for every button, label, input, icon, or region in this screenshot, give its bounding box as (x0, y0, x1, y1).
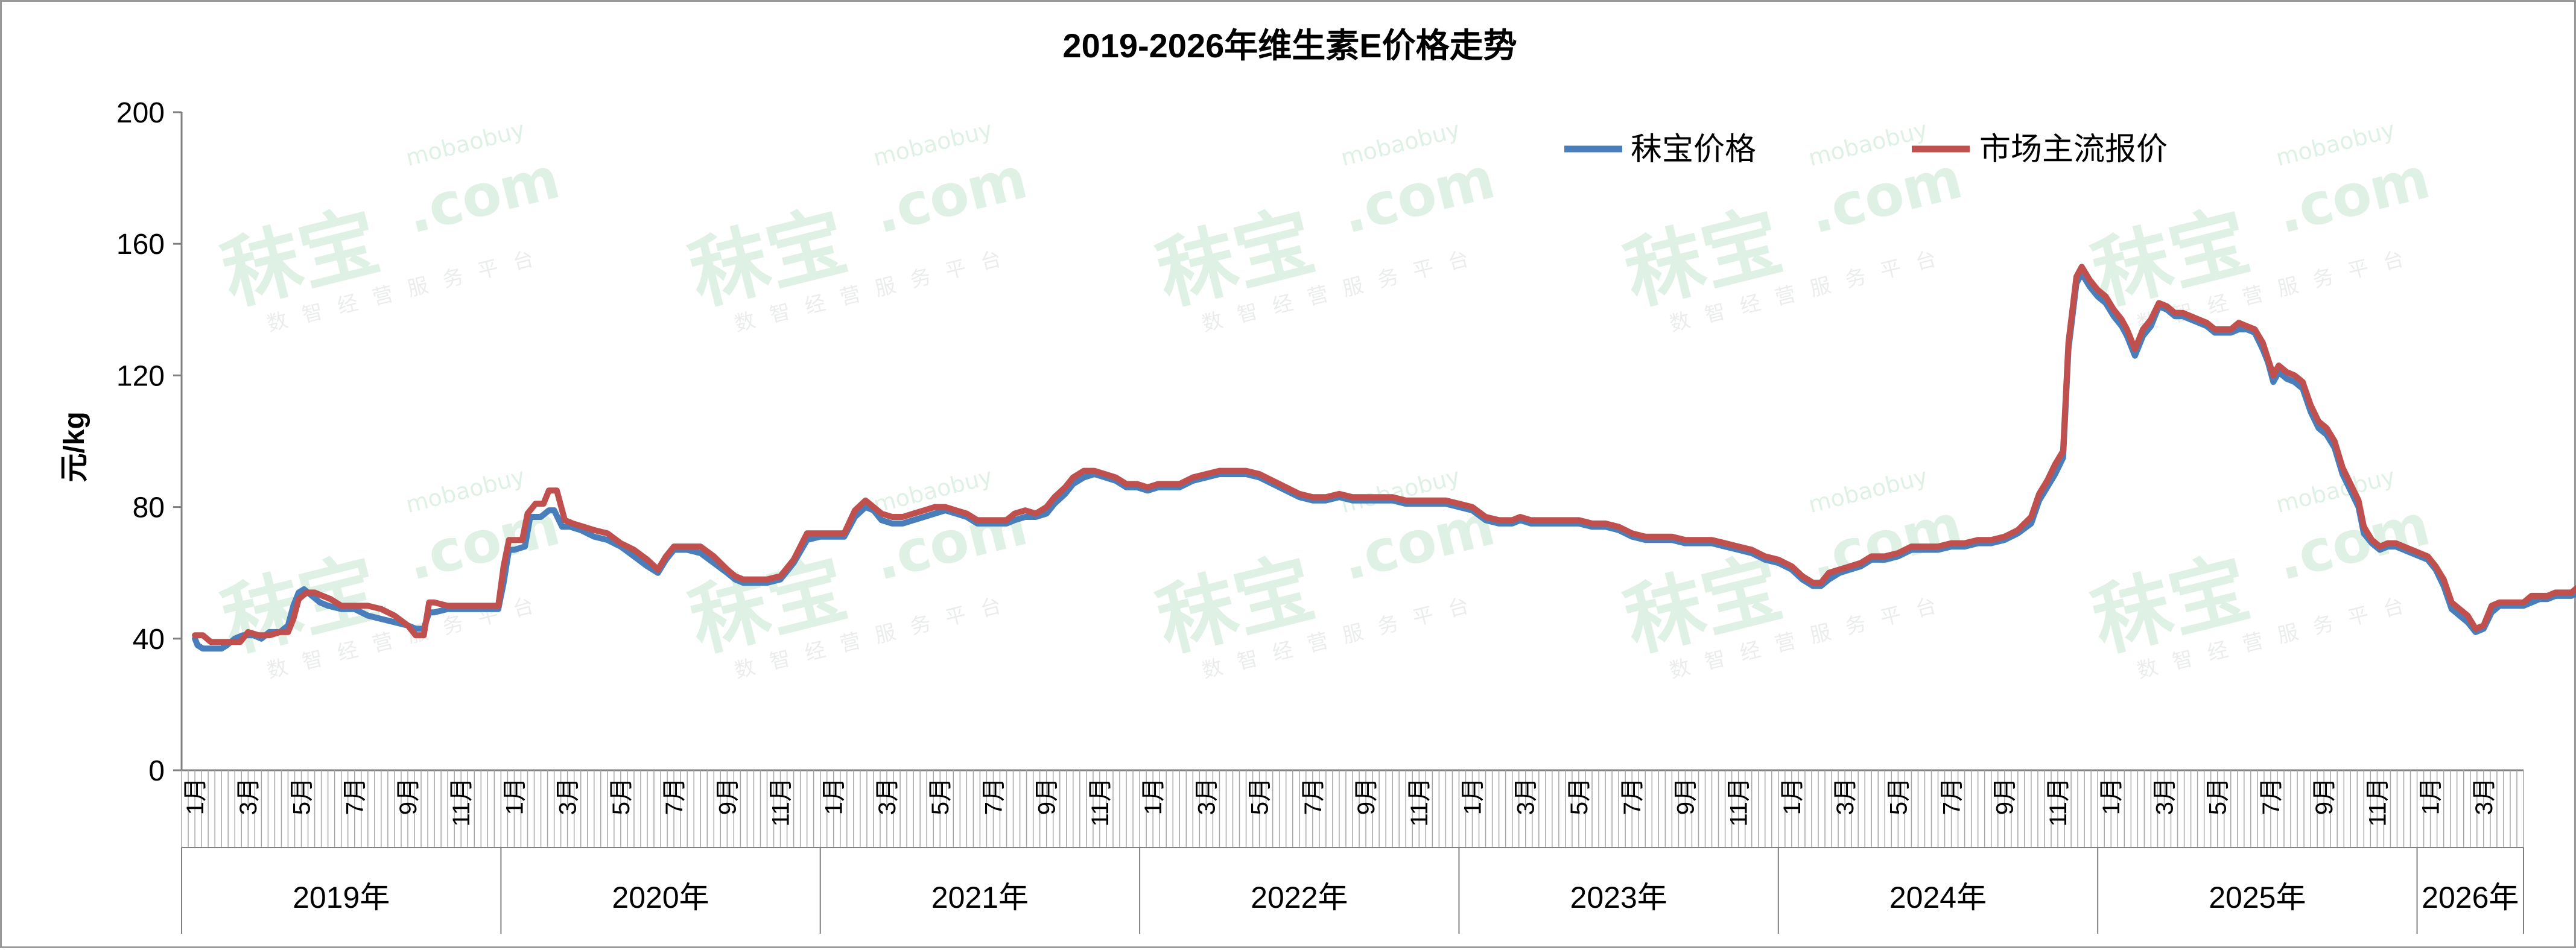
legend-label-market: 市场主流报价 (1979, 132, 2168, 167)
legend: 秣宝价格 市场主流报价 (1564, 132, 2168, 167)
x-tick-label: 5月 (1247, 777, 1274, 815)
y-axis-label: 元/kg (59, 411, 90, 482)
axes: 0 40 80 120 160 200 1月 3月 5月 7月 9月 11月 1月 3月 5月 7月 9月 11月… (116, 97, 2524, 934)
x-tick-label: 9月 (1992, 777, 2019, 815)
x-tick-label: 3月 (2151, 777, 2178, 815)
x-tick-label: 3月 (874, 777, 901, 815)
year-label: 2025年 (2209, 881, 2306, 914)
x-tick-label: 3月 (2471, 777, 2498, 815)
x-tick-label: 7月 (980, 777, 1007, 815)
x-tick-label: 7月 (1300, 777, 1327, 815)
year-label: 2021年 (931, 881, 1029, 914)
x-tick-label: 9月 (1034, 777, 1061, 815)
x-tick-label: 3月 (1832, 777, 1859, 815)
x-tick-label: 11月 (448, 777, 475, 827)
x-tick-label: 11月 (1087, 777, 1114, 827)
x-tick-label: 3月 (235, 777, 262, 815)
x-tick-label: 7月 (1939, 777, 1965, 815)
y-tick-label: 80 (133, 492, 165, 524)
y-tick-label: 200 (116, 97, 165, 129)
x-tick-label: 9月 (2311, 777, 2338, 815)
year-label: 2020年 (612, 881, 709, 914)
x-tick-label: 9月 (395, 777, 422, 815)
chart-title: 2019-2026年维生素E价格走势 (1062, 27, 1517, 65)
x-tick-label: 3月 (1513, 777, 1540, 815)
x-tick-label: 1月 (1459, 777, 1486, 815)
year-label: 2023年 (1570, 881, 1667, 914)
y-tick-label: 120 (116, 360, 165, 392)
x-tick-label: 3月 (555, 777, 582, 815)
x-tick-label: 1月 (2098, 777, 2125, 815)
y-tick-label: 160 (116, 229, 165, 261)
x-tick-label: 11月 (2045, 777, 2072, 827)
x-tick-label: 9月 (714, 777, 741, 815)
x-tick-label: 5月 (2205, 777, 2232, 815)
x-tick-label: 7月 (661, 777, 688, 815)
x-tick-label: 11月 (1726, 777, 1753, 827)
x-tick-label: 1月 (182, 777, 209, 815)
y-tick-label: 0 (148, 755, 165, 787)
series-line-market (192, 264, 2576, 645)
x-tick-label: 5月 (288, 777, 315, 815)
x-tick-label: 7月 (1619, 777, 1646, 815)
x-tick-label: 9月 (1672, 777, 1699, 815)
y-tick-label: 40 (133, 624, 165, 656)
x-tick-label: 11月 (768, 777, 795, 827)
x-tick-label: 1月 (1140, 777, 1167, 815)
x-tick-label: 1月 (1779, 777, 1806, 815)
legend-label-mobao: 秣宝价格 (1631, 132, 1756, 167)
year-label: 2019年 (293, 881, 390, 914)
x-tick-label: 7月 (342, 777, 369, 815)
series-layer (192, 264, 2576, 652)
x-tick-label: 1月 (501, 777, 528, 815)
x-tick-label: 1月 (821, 777, 848, 815)
year-label: 2024年 (1889, 881, 1987, 914)
x-tick-label: 9月 (1353, 777, 1380, 815)
x-tick-label: 11月 (2364, 777, 2391, 827)
x-tick-label: 11月 (1406, 777, 1433, 827)
x-tick-label: 7月 (2258, 777, 2285, 815)
year-label: 2026年 (2422, 881, 2519, 914)
x-tick-label: 5月 (1885, 777, 1912, 815)
x-tick-label: 5月 (1566, 777, 1593, 815)
x-tick-label: 5月 (608, 777, 635, 815)
x-tick-label: 1月 (2418, 777, 2444, 815)
x-tick-label: 3月 (1193, 777, 1220, 815)
year-label: 2022年 (1251, 881, 1348, 914)
x-tick-label: 5月 (927, 777, 954, 815)
